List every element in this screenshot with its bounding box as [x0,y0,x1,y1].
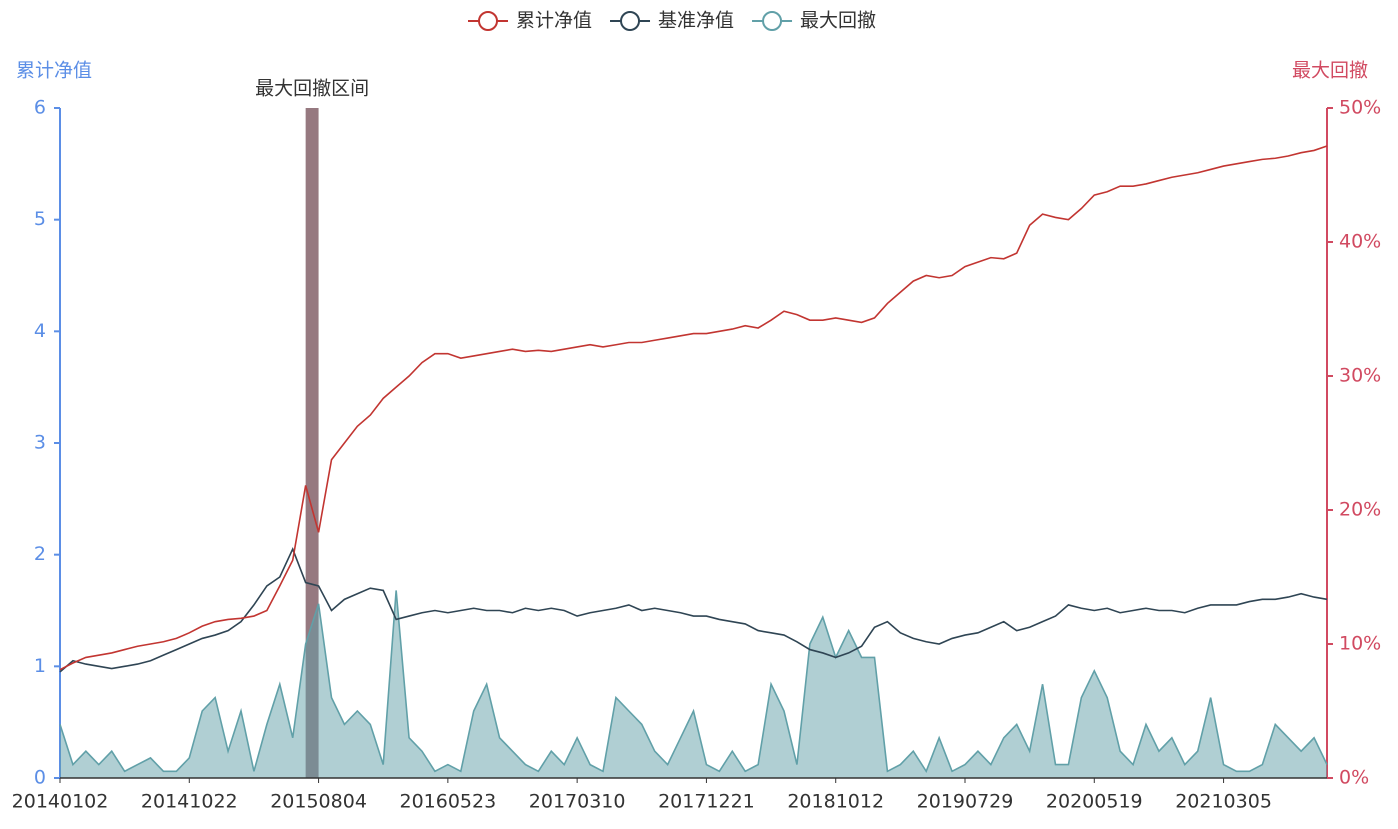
y2-tick-label: 0% [1339,767,1369,789]
area [60,590,1327,778]
x-tick-label: 20150804 [270,791,367,813]
legend-marker [762,11,783,31]
y2-tick-label: 50% [1339,97,1381,119]
x-tick-label: 20171221 [658,791,755,813]
x-tick-label: 20190729 [917,791,1014,813]
y2-tick-label: 30% [1339,365,1381,387]
legend-label: 累计净值 [516,10,592,32]
x-tick-label: 20140102 [12,791,109,813]
y-axis-title: 累计净值 [16,60,92,82]
x-tick-label: 20200519 [1046,791,1143,813]
x-tick-label: 20170310 [529,791,626,813]
mark-area [305,108,319,778]
x-tick-label: 20181012 [787,791,884,813]
line [59,547,1328,673]
y-tick-label: 0 [34,767,46,789]
y2-tick-label: 40% [1339,231,1381,253]
line [59,590,1328,774]
y-tick-label: 5 [34,208,46,230]
x-tick-label: 20210305 [1175,791,1272,813]
y2-tick-label: 20% [1339,499,1381,521]
y-tick-label: 4 [34,320,46,342]
legend-marker [620,11,641,31]
legend-label: 最大回撤 [800,10,876,32]
mark-area-label: 最大回撤区间 [255,78,369,100]
line [59,145,1328,671]
y2-axis-title: 最大回撤 [1292,60,1368,82]
y-tick-label: 6 [34,97,46,119]
x-tick-label: 20160523 [399,791,496,813]
y2-tick-label: 10% [1339,633,1381,655]
y-tick-label: 2 [34,543,46,565]
x-tick-label: 20141022 [141,791,238,813]
legend-marker [478,11,498,31]
y-tick-label: 3 [34,432,46,454]
legend-label: 基准净值 [658,10,734,32]
y-tick-label: 1 [34,655,46,677]
